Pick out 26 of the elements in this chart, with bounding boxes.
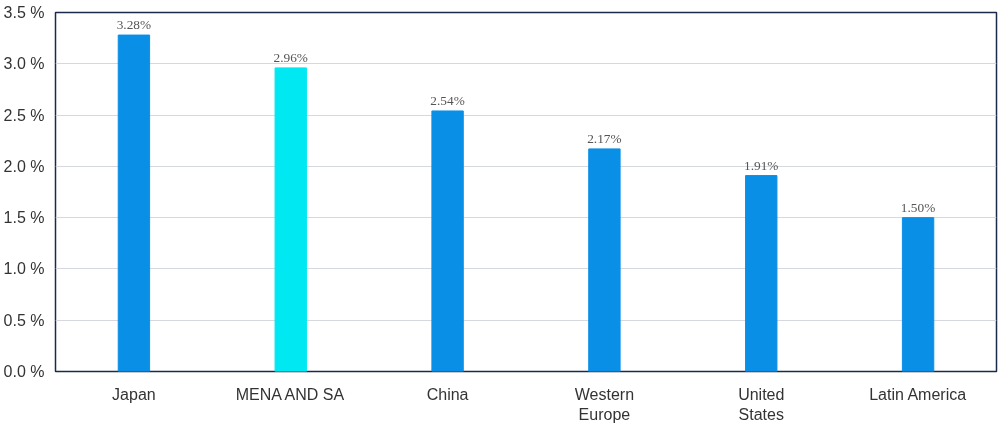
x-tick-label: Latin America <box>869 385 967 403</box>
y-tick-label: 1.0 % <box>3 260 45 278</box>
y-tick-label: 0.0 % <box>3 363 45 380</box>
data-label: 1.50% <box>900 199 936 215</box>
y-tick-label: 1.5 % <box>3 209 45 227</box>
bar <box>117 34 151 372</box>
y-tick-label: 3.5 % <box>3 4 45 21</box>
y-tick-label: 3.0 % <box>3 55 45 73</box>
y-tick-label: 2.5 % <box>3 106 45 124</box>
data-label: 2.17% <box>587 130 622 146</box>
bar <box>431 110 464 372</box>
bar <box>901 217 935 372</box>
x-tick-label: Japan <box>112 385 156 403</box>
x-tick-label: China <box>426 385 469 403</box>
x-tick-label: Western Europe <box>574 385 635 423</box>
x-tick-label: MENA AND SA <box>235 385 345 403</box>
data-label: 3.28% <box>116 17 152 33</box>
bar <box>274 67 307 372</box>
bar <box>745 175 778 372</box>
data-label: 2.96% <box>273 49 308 65</box>
y-tick-label: 0.5 % <box>3 311 45 329</box>
x-tick-label: United States <box>738 385 785 423</box>
bar <box>588 148 621 372</box>
data-label: 1.91% <box>744 157 779 173</box>
data-label: 2.54% <box>430 92 465 108</box>
y-tick-label: 2.0 % <box>3 157 45 175</box>
